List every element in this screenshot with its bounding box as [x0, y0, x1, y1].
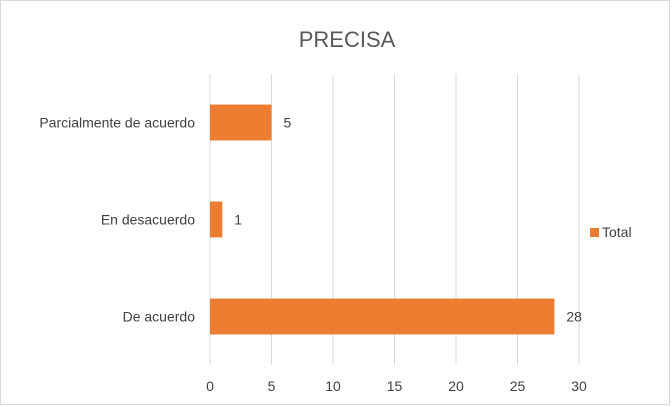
category-label: En desacuerdo — [101, 212, 195, 228]
x-tick-label: 20 — [448, 378, 464, 394]
category-label: De acuerdo — [123, 309, 196, 325]
x-tick-label: 30 — [571, 378, 587, 394]
chart-title: PRECISA — [299, 27, 396, 52]
data-label: 28 — [566, 309, 582, 325]
category-label: Parcialmente de acuerdo — [39, 115, 195, 131]
x-tick-label: 10 — [325, 378, 341, 394]
legend-swatch — [590, 228, 599, 237]
bar — [210, 201, 223, 238]
data-label: 1 — [234, 212, 242, 228]
x-tick-label: 15 — [387, 378, 403, 394]
x-tick-label: 0 — [206, 378, 214, 394]
bar — [210, 298, 555, 335]
legend: Total — [590, 224, 632, 240]
labels: 0 5 10 15 20 25 30 De acuerdo 28 En desacuerdo 1 Pa… — [39, 115, 587, 395]
bars — [210, 104, 555, 335]
data-label: 5 — [284, 115, 292, 131]
legend-label: Total — [602, 224, 632, 240]
x-tick-label: 5 — [268, 378, 276, 394]
x-tick-label: 25 — [510, 378, 526, 394]
bar — [210, 104, 272, 141]
